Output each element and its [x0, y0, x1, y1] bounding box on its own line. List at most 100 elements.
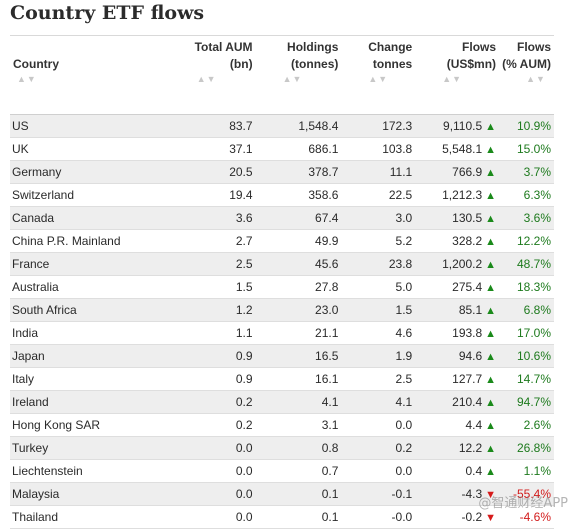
- table-row: Thailand 0.0 0.1 -0.0 -0.2 ▼ -4.6%: [10, 505, 554, 529]
- cell-holdings: 16.1: [255, 367, 342, 391]
- cell-total-aum: 1.1: [169, 321, 256, 345]
- cell-flows: 0.4 ▲: [415, 459, 500, 483]
- triangle-up-icon: ▲: [485, 167, 497, 179]
- cell-flows-pct: 10.9%: [499, 114, 554, 138]
- cell-flows-pct: 26.8%: [499, 436, 554, 460]
- cell-flows: 127.7 ▲: [415, 367, 500, 391]
- column-header-flows-usd[interactable]: Flows (US$mn) ▲▼: [415, 36, 500, 115]
- column-header-holdings[interactable]: Holdings (tonnes) ▲▼: [255, 36, 342, 115]
- flows-value: 193.8: [452, 326, 483, 340]
- sort-icon[interactable]: ▲▼: [368, 74, 389, 84]
- sort-icon[interactable]: ▲▼: [526, 74, 546, 84]
- triangle-up-icon: ▲: [485, 305, 497, 317]
- flows-value: 0.4: [465, 464, 483, 478]
- sort-icon[interactable]: ▲▼: [442, 74, 463, 84]
- column-header-flows-pct[interactable]: Flows (% AUM) ▲▼: [499, 36, 554, 115]
- cell-flows-pct: 3.6%: [499, 206, 554, 230]
- flows-value: 766.9: [452, 165, 483, 179]
- cell-total-aum: 0.0: [169, 482, 256, 506]
- triangle-up-icon: ▲: [485, 144, 497, 156]
- flows-value: -4.3: [461, 487, 483, 501]
- cell-total-aum: 83.7: [169, 114, 256, 138]
- cell-flows-pct: 48.7%: [499, 252, 554, 276]
- cell-country: Liechtenstein: [10, 459, 170, 483]
- cell-change: -0.0: [341, 505, 416, 529]
- column-header-unit: (bn): [229, 57, 253, 71]
- cell-flows-pct: 12.2%: [499, 229, 554, 253]
- flows-value: 5,548.1: [442, 142, 483, 156]
- cell-total-aum: 1.5: [169, 275, 256, 299]
- cell-country: India: [10, 321, 170, 345]
- table-row: Liechtenstein 0.0 0.7 0.0 0.4 ▲ 1.1%: [10, 459, 554, 483]
- column-header-label: Total AUM: [194, 40, 253, 54]
- table-row: Australia 1.5 27.8 5.0 275.4 ▲ 18.3%: [10, 275, 554, 299]
- flows-value: 1,212.3: [442, 188, 483, 202]
- table-row: China P.R. Mainland 2.7 49.9 5.2 328.2 ▲ 12.2%: [10, 229, 554, 253]
- table-row: India 1.1 21.1 4.6 193.8 ▲ 17.0%: [10, 321, 554, 345]
- flows-value: 85.1: [458, 303, 483, 317]
- table-row: Italy 0.9 16.1 2.5 127.7 ▲ 14.7%: [10, 367, 554, 391]
- triangle-up-icon: ▲: [485, 121, 497, 133]
- cell-holdings: 0.1: [255, 505, 342, 529]
- cell-flows-pct: 2.6%: [499, 413, 554, 437]
- sort-icon[interactable]: ▲▼: [196, 74, 217, 84]
- cell-holdings: 0.7: [255, 459, 342, 483]
- cell-change: 2.5: [341, 367, 416, 391]
- cell-change: 23.8: [341, 252, 416, 276]
- cell-country: Thailand: [10, 505, 170, 529]
- flows-value: 9,110.5: [443, 119, 483, 133]
- column-header-unit: (tonnes): [291, 57, 339, 71]
- cell-country: Turkey: [10, 436, 170, 460]
- cell-flows: 130.5 ▲: [415, 206, 500, 230]
- cell-total-aum: 19.4: [169, 183, 256, 207]
- cell-flows: 85.1 ▲: [415, 298, 500, 322]
- table-row: UK 37.1 686.1 103.8 5,548.1 ▲ 15.0%: [10, 137, 554, 161]
- cell-total-aum: 2.7: [169, 229, 256, 253]
- flows-value: 210.4: [452, 395, 483, 409]
- cell-flows: 766.9 ▲: [415, 160, 500, 184]
- triangle-up-icon: ▲: [485, 420, 497, 432]
- table-row: Ireland 0.2 4.1 4.1 210.4 ▲ 94.7%: [10, 390, 554, 414]
- column-header-label: Holdings: [287, 40, 339, 54]
- column-header-total-aum[interactable]: Total AUM (bn) ▲▼: [169, 36, 256, 115]
- cell-country: US: [10, 114, 170, 138]
- title-divider: [10, 35, 554, 36]
- cell-flows: 94.6 ▲: [415, 344, 500, 368]
- cell-flows-pct: 6.8%: [499, 298, 554, 322]
- cell-flows-pct: 3.7%: [499, 160, 554, 184]
- cell-change: 4.6: [341, 321, 416, 345]
- flows-value: 4.4: [465, 418, 483, 432]
- column-header-label: Country: [13, 57, 59, 71]
- cell-flows-pct: 18.3%: [499, 275, 554, 299]
- cell-country: Japan: [10, 344, 170, 368]
- cell-flows: 275.4 ▲: [415, 275, 500, 299]
- cell-total-aum: 0.0: [169, 505, 256, 529]
- cell-flows-pct: 1.1%: [499, 459, 554, 483]
- cell-total-aum: 37.1: [169, 137, 256, 161]
- sort-icon[interactable]: ▲▼: [17, 74, 37, 84]
- column-header-change[interactable]: Change tonnes ▲▼: [341, 36, 416, 115]
- cell-holdings: 0.8: [255, 436, 342, 460]
- cell-holdings: 67.4: [255, 206, 342, 230]
- cell-change: 1.9: [341, 344, 416, 368]
- cell-holdings: 45.6: [255, 252, 342, 276]
- sort-icon[interactable]: ▲▼: [282, 74, 303, 84]
- cell-flows: 4.4 ▲: [415, 413, 500, 437]
- triangle-up-icon: ▲: [485, 259, 497, 271]
- cell-total-aum: 0.2: [169, 390, 256, 414]
- triangle-up-icon: ▲: [485, 282, 497, 294]
- cell-change: 1.5: [341, 298, 416, 322]
- column-header-unit: (% AUM): [502, 57, 551, 71]
- cell-flows: 1,200.2 ▲: [415, 252, 500, 276]
- cell-flows-pct: 17.0%: [499, 321, 554, 345]
- column-header-country[interactable]: Country ▲▼: [10, 36, 170, 115]
- column-header-label: Flows: [462, 40, 497, 54]
- flows-value: 94.6: [458, 349, 483, 363]
- cell-change: 0.2: [341, 436, 416, 460]
- cell-country: Germany: [10, 160, 170, 184]
- cell-holdings: 3.1: [255, 413, 342, 437]
- cell-holdings: 21.1: [255, 321, 342, 345]
- cell-change: 0.0: [341, 413, 416, 437]
- cell-total-aum: 0.2: [169, 413, 256, 437]
- cell-total-aum: 20.5: [169, 160, 256, 184]
